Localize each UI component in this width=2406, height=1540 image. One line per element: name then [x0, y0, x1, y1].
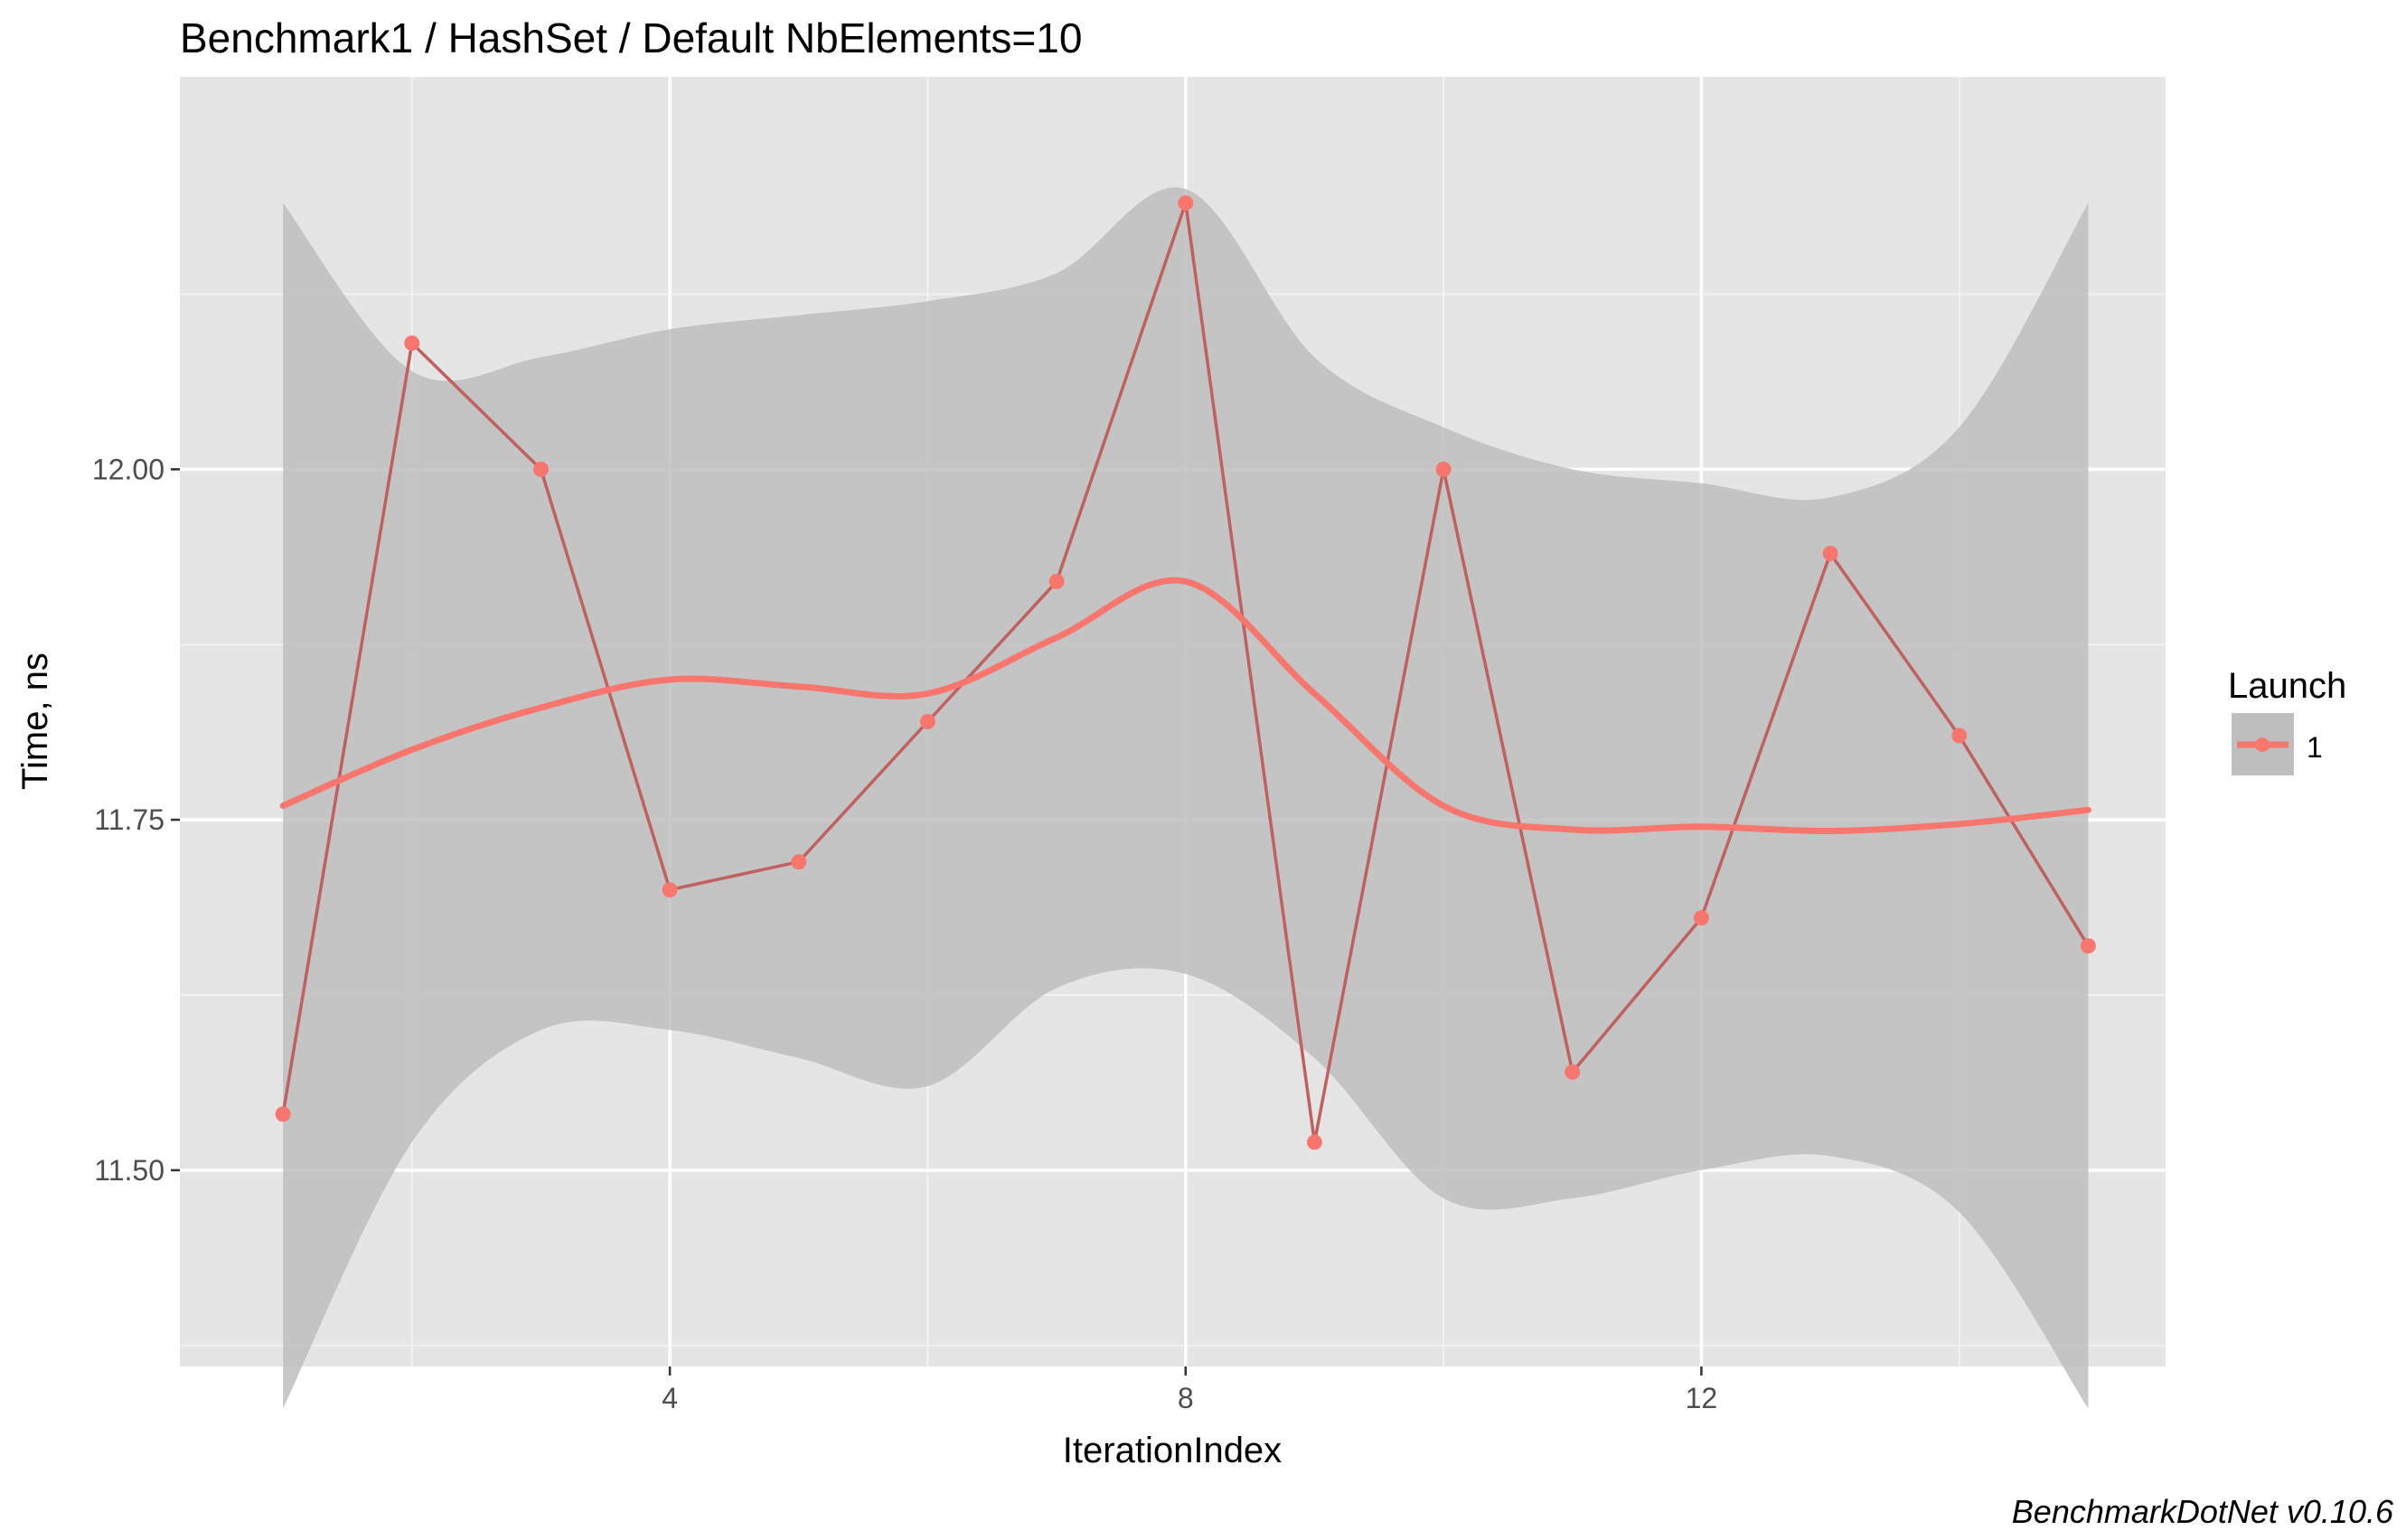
y-tick-label: 11.75	[94, 803, 164, 836]
data-point	[1822, 545, 1838, 561]
y-axis-label: Time, ns	[15, 653, 55, 790]
x-tick-label: 8	[1178, 1382, 1194, 1414]
legend: Launch 1	[2228, 666, 2346, 777]
data-point	[1693, 910, 1709, 926]
data-point	[1951, 728, 1968, 744]
points-layer	[275, 195, 2096, 1150]
data-point	[1435, 461, 1452, 477]
x-tick-label: 4	[662, 1382, 678, 1414]
confidence-band	[283, 187, 2089, 1409]
data-point	[1048, 573, 1065, 589]
data-point	[662, 882, 678, 898]
y-tick-label: 12.00	[92, 453, 164, 485]
data-point	[1178, 195, 1194, 211]
data-point	[2080, 938, 2096, 954]
data-point	[791, 854, 807, 870]
x-tick-label: 12	[1686, 1382, 1718, 1414]
chart-title: Benchmark1 / HashSet / Default NbElement…	[180, 14, 1082, 61]
data-point	[275, 1106, 291, 1122]
legend-item-label: 1	[2307, 731, 2323, 764]
data-point	[1565, 1064, 1581, 1080]
caption: BenchmarkDotNet v0.10.6	[2012, 1493, 2394, 1530]
data-point	[1306, 1134, 1322, 1150]
data-point	[919, 714, 935, 729]
x-axis-ticks: 4 8 12	[662, 1366, 1717, 1414]
data-point	[404, 335, 420, 352]
y-tick-label: 11.50	[94, 1154, 164, 1187]
x-axis-label: IterationIndex	[1063, 1431, 1282, 1470]
y-axis-ticks: 11.50 11.75 12.00	[92, 453, 180, 1187]
smooth-fit-line	[279, 577, 2091, 835]
legend-title: Launch	[2228, 666, 2346, 706]
data-point	[532, 461, 549, 477]
legend-key-point	[2255, 737, 2270, 752]
